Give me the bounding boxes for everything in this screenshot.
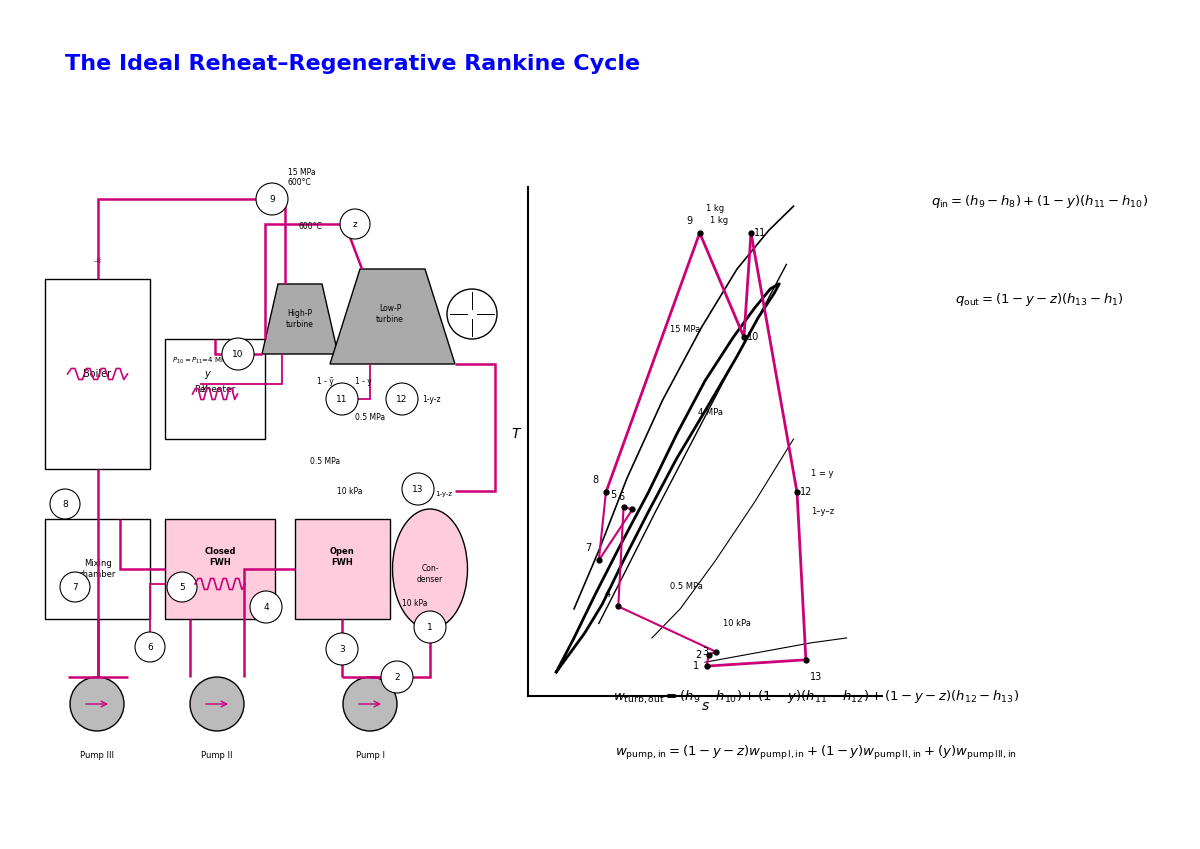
Text: 12: 12 — [799, 487, 812, 498]
Text: 10: 10 — [746, 332, 758, 342]
Text: 12: 12 — [396, 395, 408, 403]
Text: 4 MPa: 4 MPa — [698, 408, 722, 417]
Circle shape — [167, 572, 197, 602]
Circle shape — [414, 611, 446, 643]
Text: 1 = y: 1 = y — [811, 469, 834, 477]
Text: 9: 9 — [686, 216, 692, 226]
Circle shape — [60, 572, 90, 602]
Text: 11: 11 — [336, 395, 348, 403]
Text: –8: –8 — [94, 258, 102, 264]
FancyBboxPatch shape — [46, 519, 150, 619]
Text: 600°C: 600°C — [298, 222, 322, 231]
Circle shape — [382, 661, 413, 693]
Text: 1: 1 — [694, 661, 700, 671]
Circle shape — [190, 677, 244, 731]
Text: 5: 5 — [179, 582, 185, 592]
Text: Con-
denser: Con- denser — [416, 565, 443, 584]
Text: 8: 8 — [592, 475, 599, 486]
Text: 5: 5 — [610, 490, 616, 500]
Text: Boiler: Boiler — [84, 369, 112, 379]
Text: $w_\mathrm{pump,in} = (1 - y - z)w_\mathrm{pump\,I,in} + (1 - y)w_\mathrm{pump\,: $w_\mathrm{pump,in} = (1 - y - z)w_\math… — [614, 744, 1018, 762]
Text: $P_{10}=P_{11}$=4 MPa: $P_{10}=P_{11}$=4 MPa — [172, 356, 230, 366]
Text: 1 - ȳ: 1 - ȳ — [317, 376, 334, 385]
Text: 10 kPa: 10 kPa — [337, 486, 362, 496]
Circle shape — [386, 383, 418, 415]
Text: Reheater: Reheater — [194, 385, 235, 393]
Text: Mixing
chamber: Mixing chamber — [79, 559, 116, 579]
Text: 6: 6 — [619, 492, 625, 503]
Text: y: y — [204, 369, 210, 379]
Text: 2: 2 — [394, 672, 400, 682]
Text: Open
FWH: Open FWH — [330, 548, 355, 566]
Text: 1 kg: 1 kg — [710, 216, 728, 225]
Circle shape — [70, 677, 124, 731]
Ellipse shape — [392, 509, 468, 629]
Text: The Ideal Reheat–Regenerative Rankine Cycle: The Ideal Reheat–Regenerative Rankine Cy… — [65, 54, 640, 74]
Text: 15 MPa: 15 MPa — [670, 325, 700, 335]
Text: 1 kg: 1 kg — [706, 204, 724, 213]
Text: 9: 9 — [269, 194, 275, 204]
Text: 3: 3 — [702, 647, 708, 656]
Circle shape — [402, 473, 434, 505]
Text: Closed
FWH: Closed FWH — [204, 548, 235, 566]
FancyBboxPatch shape — [46, 279, 150, 469]
Circle shape — [250, 591, 282, 623]
Text: High-P
turbine: High-P turbine — [286, 309, 314, 329]
Text: 1-y-z: 1-y-z — [422, 395, 440, 403]
Text: y: y — [202, 383, 206, 391]
Text: 10 kPa: 10 kPa — [402, 599, 427, 609]
FancyBboxPatch shape — [295, 519, 390, 619]
Circle shape — [340, 209, 370, 239]
Text: 11: 11 — [754, 228, 766, 238]
Text: 7: 7 — [72, 582, 78, 592]
Circle shape — [222, 338, 254, 370]
Circle shape — [326, 633, 358, 665]
FancyBboxPatch shape — [166, 339, 265, 439]
Text: Pump II: Pump II — [202, 751, 233, 761]
Text: 4: 4 — [263, 603, 269, 611]
Text: $w_\mathrm{turb,out} = (h_9 - h_{10}) + (1 - y)(h_{11} - h_{12}) + (1 - y - z)(h: $w_\mathrm{turb,out} = (h_9 - h_{10}) + … — [613, 689, 1019, 706]
Text: 8: 8 — [62, 499, 68, 509]
Text: 1-y-z: 1-y-z — [434, 491, 452, 497]
Text: Pump III: Pump III — [80, 751, 114, 761]
Text: 10 kPa: 10 kPa — [722, 619, 750, 627]
Text: Pump I: Pump I — [355, 751, 384, 761]
Circle shape — [50, 489, 80, 519]
Text: 10: 10 — [233, 350, 244, 358]
Text: 13: 13 — [810, 672, 823, 682]
X-axis label: $s$: $s$ — [701, 699, 709, 713]
Text: 1–y–z: 1–y–z — [811, 508, 834, 516]
Text: 6: 6 — [148, 643, 152, 651]
Text: z: z — [353, 220, 358, 228]
Text: 1 - y: 1 - y — [355, 376, 372, 385]
Text: 2: 2 — [695, 650, 701, 660]
Text: 15 MPa
600°C: 15 MPa 600°C — [288, 167, 316, 187]
Text: 3: 3 — [340, 644, 344, 654]
Y-axis label: $T$: $T$ — [511, 428, 522, 441]
Circle shape — [256, 183, 288, 215]
Text: 0.5 MPa: 0.5 MPa — [670, 582, 702, 592]
Text: $q_\mathrm{out} = (1 - y - z)(h_{13} - h_1)$: $q_\mathrm{out} = (1 - y - z)(h_{13} - h… — [955, 290, 1124, 308]
Text: 1: 1 — [427, 622, 433, 632]
Text: 7: 7 — [586, 543, 592, 554]
FancyBboxPatch shape — [166, 519, 275, 619]
Text: Low-P
turbine: Low-P turbine — [376, 304, 404, 323]
Polygon shape — [330, 269, 455, 364]
Text: 4: 4 — [605, 589, 611, 599]
Polygon shape — [262, 284, 338, 354]
Circle shape — [326, 383, 358, 415]
Circle shape — [446, 289, 497, 339]
Circle shape — [134, 632, 166, 662]
Text: $q_\mathrm{in} = (h_9 - h_8) + (1 - y)(h_{11} - h_{10})$: $q_\mathrm{in} = (h_9 - h_8) + (1 - y)(h… — [931, 193, 1148, 211]
Text: 13: 13 — [413, 485, 424, 493]
Text: 0.5 MPa: 0.5 MPa — [310, 457, 340, 465]
Circle shape — [343, 677, 397, 731]
Text: 0.5 MPa: 0.5 MPa — [355, 413, 385, 421]
